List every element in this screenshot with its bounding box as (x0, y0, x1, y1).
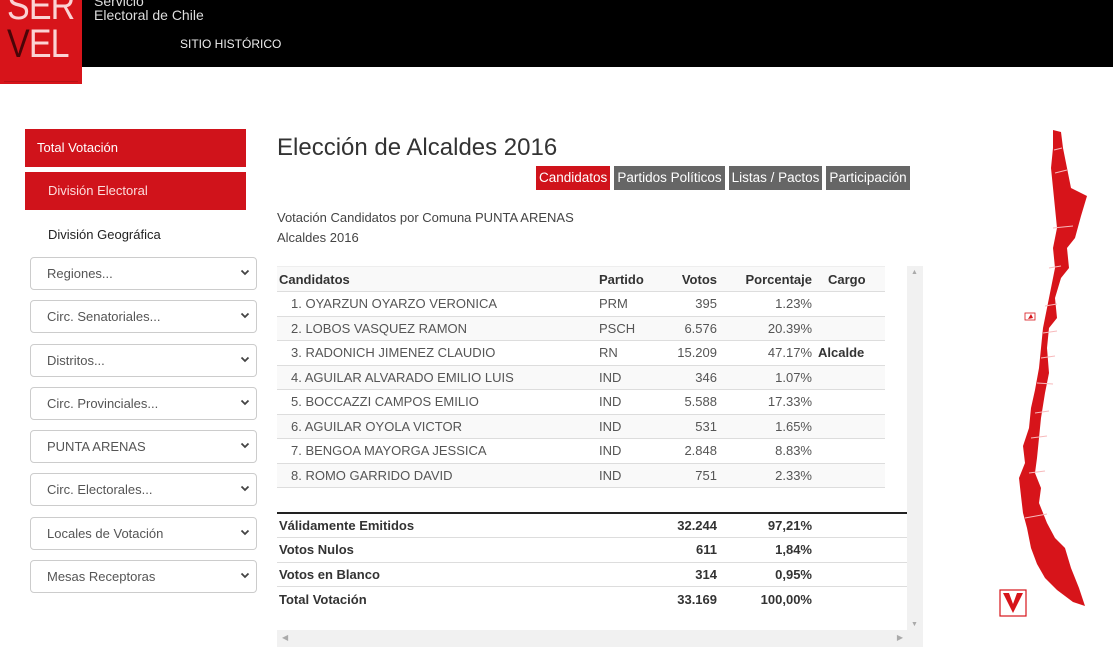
select-circ-senatoriales[interactable]: Circ. Senatoriales... (30, 300, 257, 334)
chevron-down-icon (240, 399, 250, 406)
horizontal-scrollbar[interactable]: ◀ ▶ (277, 630, 923, 647)
totals-row: Votos Nulos 611 1,84% (277, 537, 907, 563)
table-header-row: Candidatos Partido Votos Porcentaje Carg… (277, 266, 885, 292)
chevron-down-icon (240, 356, 250, 362)
chevron-down-icon (240, 313, 250, 319)
scroll-right-arrow-icon[interactable]: ▶ (896, 633, 903, 642)
table-row: 6. AGUILAR OYOLA VICTOR IND 531 1.65% (277, 414, 885, 439)
candidates-table: Candidatos Partido Votos Porcentaje Carg… (277, 266, 885, 488)
table-row: 7. BENGOA MAYORGA JESSICA IND 2.848 8.83% (277, 438, 885, 464)
select-circ-electorales[interactable]: Circ. Electorales... (30, 473, 257, 507)
scroll-down-arrow-icon[interactable]: ▼ (911, 621, 918, 628)
select-mesas-receptoras[interactable]: Mesas Receptoras (30, 560, 257, 594)
sidebar-total-votacion[interactable]: Total Votación (25, 129, 246, 167)
select-circ-provinciales[interactable]: Circ. Provinciales... (30, 386, 257, 420)
table-row: 2. LOBOS VASQUEZ RAMON PSCH 6.576 20.39% (277, 316, 885, 341)
select-comuna[interactable]: PUNTA ARENAS (30, 430, 257, 464)
top-header-bar: SER VEL Servicio Electoral de Chile SITI… (0, 0, 1113, 84)
sidebar: Total Votación División Electoral Divisi… (25, 129, 257, 603)
results-subtitle-election: Alcaldes 2016 (277, 230, 359, 245)
brand-line2: Electoral de Chile (94, 7, 204, 23)
tab-listas-pactos[interactable]: Listas / Pactos (728, 166, 823, 190)
table-row: 4. AGUILAR ALVARADO EMILIO LUIS IND 346 1.0… (277, 365, 885, 390)
header-candidatos: Candidatos (277, 266, 597, 292)
sidebar-division-electoral[interactable]: División Electoral (25, 172, 246, 210)
result-tabs: Candidatos Partidos Políticos Listas / P… (536, 166, 910, 190)
chevron-down-icon (240, 269, 250, 276)
chevron-down-icon (240, 529, 250, 536)
chevron-down-icon (240, 486, 250, 492)
vertical-scrollbar[interactable]: ▲ ▼ (907, 266, 923, 630)
totals-table: Válidamente Emitidos 32.244 97,21% Votos N… (277, 512, 907, 611)
select-regiones[interactable]: Regiones... (30, 257, 257, 290)
elected-badge: Alcalde (814, 340, 885, 366)
header-votos: Votos (667, 266, 719, 292)
logo-text-line2: VEL (7, 22, 70, 66)
select-distritos[interactable]: Distritos... (30, 343, 257, 377)
scroll-left-arrow-icon[interactable]: ◀ (282, 633, 289, 642)
scroll-up-arrow-icon[interactable]: ▲ (911, 269, 918, 276)
table-row: 3. RADONICH JIMENEZ CLAUDIO RN 15.209 47.17… (277, 340, 885, 366)
servel-logo[interactable]: SER VEL (0, 0, 82, 84)
table-row: 8. ROMO GARRIDO DAVID IND 751 2.33% (277, 463, 885, 488)
logo-text-line1: SER (7, 0, 75, 28)
brand-line1: Servicio (94, 0, 144, 9)
tab-candidatos[interactable]: Candidatos (536, 166, 611, 190)
select-locales-votacion[interactable]: Locales de Votación (30, 516, 257, 550)
results-subtitle: Votación Candidatos por Comuna PUNTA ARE… (277, 210, 574, 225)
header-cargo: Cargo (814, 266, 885, 292)
sitio-historico-link[interactable]: SITIO HISTÓRICO (180, 37, 282, 51)
header-partido: Partido (597, 266, 667, 292)
chevron-down-icon (240, 443, 250, 449)
sidebar-division-geografica[interactable]: División Geográfica (48, 227, 161, 242)
page-title: Elección de Alcaldes 2016 (277, 134, 558, 161)
totals-row: Válidamente Emitidos 32.244 97,21% (277, 513, 907, 538)
results-table-container: Candidatos Partido Votos Porcentaje Carg… (277, 266, 923, 648)
tab-partidos-politicos[interactable]: Partidos Políticos (614, 166, 725, 190)
chevron-down-icon (240, 572, 250, 579)
totals-row: Votos en Blanco 314 0,95% (277, 562, 907, 587)
tab-participacion[interactable]: Participación (826, 166, 910, 190)
totals-row: Total Votación 33.169 100,00% (279, 591, 812, 607)
chile-map[interactable] (995, 128, 1091, 620)
table-row: 1. OYARZUN OYARZO VERONICA PRM 395 1.23% (277, 291, 885, 317)
table-row: 5. BOCCAZZI CAMPOS EMILIO IND 5.588 17.33% (277, 389, 885, 415)
logo-underline (4, 81, 78, 82)
header-porcentaje: Porcentaje (719, 266, 814, 292)
